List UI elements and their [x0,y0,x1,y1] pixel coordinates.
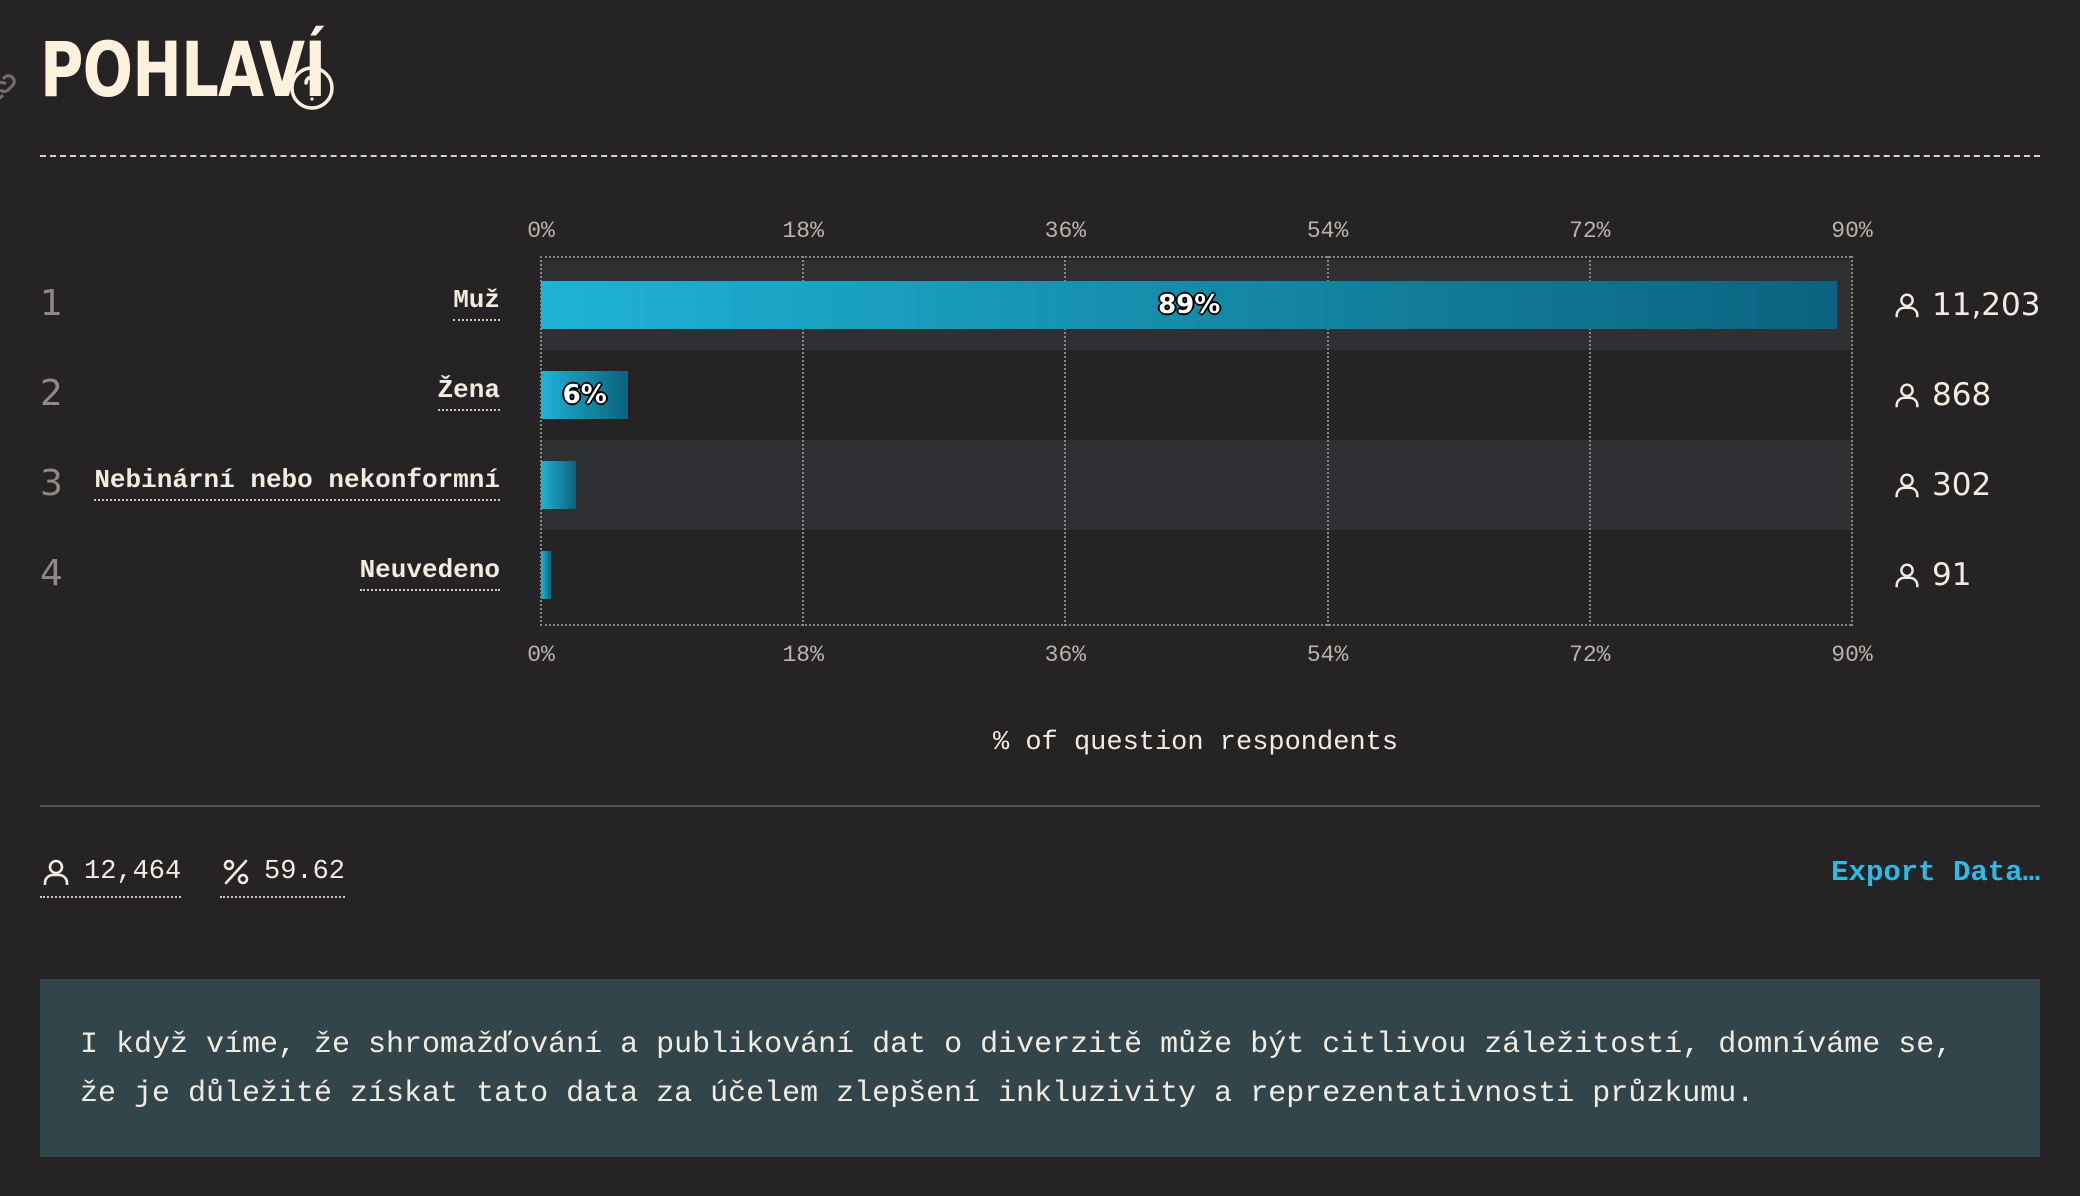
user-icon [1895,293,1919,318]
title-divider [40,155,2040,157]
count-value: 11,203 [1932,287,2041,323]
footer-divider [40,805,2040,807]
x-tick-label-top: 36% [1044,218,1087,244]
count-value: 302 [1932,467,1992,503]
x-tick-label-bottom: 18% [782,642,824,668]
bar[interactable]: 6% [541,371,629,419]
x-tick-label-bottom: 90% [1831,642,1873,668]
row-band [540,350,1851,440]
row-rank: 3 [40,463,63,504]
row-rank: 4 [40,553,63,594]
gridline [540,256,542,626]
user-icon [1895,383,1919,408]
x-tick-label-bottom: 36% [1044,642,1087,668]
page-title: POHLAVÍ [40,25,326,114]
gridline [1326,256,1329,626]
category-label[interactable]: Nebinární nebo nekonformní [94,465,500,501]
category-label[interactable]: Muž [453,285,500,321]
x-tick-label-top: 90% [1831,218,1873,244]
category-label[interactable]: Neuvedeno [359,555,500,591]
user-icon [43,859,69,885]
axis-bottom-line [540,624,1851,626]
x-tick-label-bottom: 72% [1569,642,1611,668]
gridline [802,256,805,626]
gridline [1064,256,1067,626]
bar-value-label: 6% [562,380,607,410]
respondents-stat[interactable]: 12,464 [40,856,182,898]
x-axis-title: % of question respondents [992,728,1399,758]
x-tick-label-top: 0% [527,218,555,244]
row-count: 91 [1892,555,1971,595]
gridline [1588,256,1591,626]
row-count: 868 [1892,375,1991,415]
row-rank: 2 [40,373,63,414]
row-count: 11,203 [1892,285,2040,325]
bar-value-label: 89% [1158,290,1221,320]
export-data-button[interactable]: Export Data… [1831,856,2040,889]
link-icon[interactable] [0,70,20,104]
info-note: I když víme, že shromažďování a publikov… [40,979,2040,1157]
bar[interactable] [541,551,552,599]
respondents-count: 12,464 [84,857,182,887]
gridline [1851,256,1853,626]
x-tick-label-top: 54% [1306,218,1349,244]
x-tick-label-top: 72% [1569,218,1611,244]
bar[interactable] [541,461,576,509]
count-value: 91 [1932,557,1972,593]
row-rank: 1 [40,283,63,324]
count-value: 868 [1932,377,1992,413]
axis-top-line [540,256,1851,258]
user-icon [1895,563,1919,588]
bar[interactable]: 89% [541,281,1838,329]
x-tick-label-bottom: 0% [527,642,555,668]
row-count: 302 [1892,465,1991,505]
user-icon [1895,473,1919,498]
percent-icon [223,859,249,885]
question-circle-icon[interactable] [288,64,336,112]
percent-value: 59.62 [264,857,346,887]
category-label[interactable]: Žena [437,375,500,411]
x-tick-label-bottom: 54% [1306,642,1349,668]
row-band [540,530,1851,620]
percent-stat[interactable]: 59.62 [220,856,346,898]
x-tick-label-top: 18% [782,218,824,244]
row-band [540,440,1851,530]
